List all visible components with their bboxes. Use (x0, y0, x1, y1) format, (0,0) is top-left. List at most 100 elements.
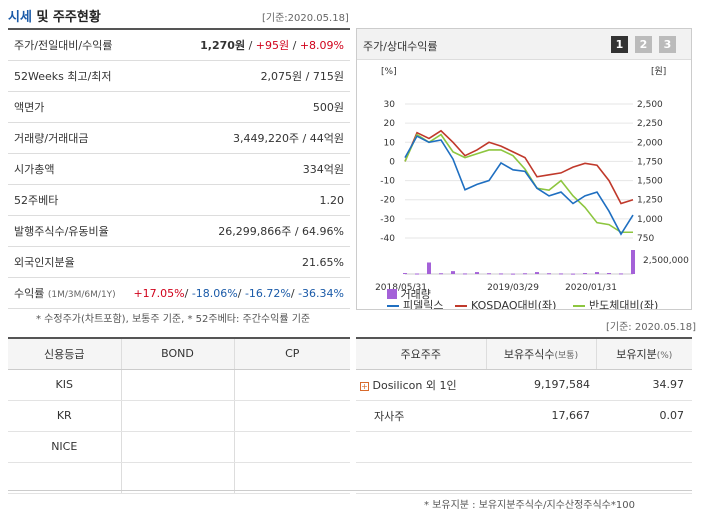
table-row: KIS (8, 369, 350, 401)
right-tick-label: 1,250 (637, 196, 663, 206)
volume-bar (427, 262, 431, 274)
bond-cell (120, 462, 234, 494)
row-label: 52Weeks 최고/최저 (14, 70, 112, 83)
volume-bar (583, 273, 587, 275)
table-row (8, 462, 350, 494)
table-row: NICE (8, 431, 350, 463)
volume-bar (535, 272, 539, 274)
shares-row: 발행주식수/유동비율 26,299,866주 / 64.96% (8, 216, 350, 247)
right-tick-label: 2,250 (637, 119, 663, 129)
volume-bar (487, 273, 491, 275)
table-row: 자사주 17,667 0.07 (356, 400, 692, 432)
reference-date: [기준:2020.05.18] (262, 13, 349, 24)
right-tick-label: 1,750 (637, 157, 663, 167)
col-pct: 보유지분(%) (595, 339, 692, 370)
x-tick-label: 2019/03/29 (487, 283, 539, 293)
legend-semi[interactable]: 반도체대비(좌) (589, 299, 658, 309)
right-tick-label: 1,500 (637, 177, 663, 187)
row-value: 21.65% (302, 255, 344, 269)
empty-cell (356, 431, 486, 463)
volume-bar (631, 250, 635, 274)
return-6m: -16.72% (244, 286, 291, 300)
holder-pct: 34.97 (596, 369, 692, 401)
credit-rating-table: 신용등급 BOND CP KIS KR NICE (8, 337, 350, 494)
volume-bar (403, 273, 407, 275)
legend-volume[interactable]: 거래량 (387, 286, 431, 302)
right-tick-label: 750 (637, 234, 654, 244)
period-button-1[interactable]: 1 (611, 36, 628, 53)
legend-volume-label: 거래량 (400, 288, 431, 301)
table-row: + Dosilicon 외 1인 9,197,584 34.97 (356, 369, 692, 401)
legend-kosdaq[interactable]: KOSDAQ대비(좌) (471, 299, 556, 309)
sep: / (245, 39, 256, 52)
left-tick-label: 10 (384, 138, 396, 148)
agency-name: NICE (8, 431, 121, 463)
col-bond: BOND (120, 339, 234, 370)
empty-cell (8, 462, 121, 494)
agency-name: KIS (8, 369, 121, 401)
col-shares-label: 보유주식수 (503, 347, 555, 361)
col-shares: 보유주식수(보통) (485, 339, 596, 370)
row-label: 수익률 (1M/3M/6M/1Y) (14, 285, 116, 301)
row-label: 시가총액 (14, 163, 55, 176)
holder-name[interactable]: Dosilicon 외 1인 (372, 378, 457, 392)
volume-bar (511, 273, 515, 275)
row-value: 3,449,220주 / 44억원 (232, 132, 344, 145)
chart-title: 주가/상대수익률 (363, 40, 438, 53)
sep: / (289, 39, 300, 52)
left-tick-label: -30 (380, 215, 395, 225)
market-cap-row: 시가총액 334억원 (8, 154, 350, 185)
volume-bar (439, 273, 443, 275)
holder-pct: 0.07 (596, 400, 692, 432)
left-tick-label: 20 (384, 119, 396, 129)
left-tick-label: 0 (389, 157, 395, 167)
volume-axis-tick: 2,500,000 (643, 256, 689, 266)
stock-line (404, 135, 634, 236)
empty-cell (486, 431, 596, 463)
chart-header: 주가/상대수익률 1 2 3 (357, 29, 691, 60)
volume-bar (451, 271, 455, 274)
row-value: 334억원 (302, 163, 344, 176)
row-value: 500원 (312, 101, 344, 114)
cp-cell (233, 400, 350, 432)
row-label: 주가/전일대비/수익률 (14, 39, 113, 52)
holder-shares: 9,197,584 (486, 369, 596, 401)
divider (8, 490, 692, 491)
kosdaq-line (404, 129, 634, 205)
row-label: 외국인지분율 (14, 256, 75, 269)
volume-bar (415, 273, 419, 275)
foreign-row: 외국인지분율 21.65% (8, 247, 350, 278)
row-value: 1.20 (319, 193, 345, 207)
volume-bar (559, 273, 563, 275)
left-axis-unit: [%] (381, 67, 397, 77)
right-axis-unit: [원] (651, 66, 666, 77)
returns-row: 수익률 (1M/3M/6M/1Y) +17.05%/ -18.06%/ -16.… (8, 278, 350, 309)
volume-bar (499, 273, 503, 275)
title-main: 시세 (8, 10, 32, 25)
row-value: 26,299,866주 / 64.96% (218, 225, 344, 238)
return-value: +8.09% (299, 39, 344, 52)
x-tick-label: 2018/05/31 (375, 283, 427, 293)
expand-icon[interactable]: + (360, 381, 369, 391)
par-value-row: 액면가 500원 (8, 92, 350, 123)
volume-bar (619, 273, 623, 275)
empty-cell (596, 462, 692, 494)
cp-cell (233, 462, 350, 494)
row-value: 2,075원 / 715원 (260, 70, 344, 83)
right-tick-label: 2,000 (637, 138, 663, 148)
legend-stock[interactable]: 피델릭스 (403, 299, 443, 309)
period-button-3[interactable]: 3 (659, 36, 676, 53)
section-title: 시세 및 주주현황 (8, 6, 101, 25)
volume-bar (475, 272, 479, 274)
col-major-holder: 주요주주 (356, 339, 486, 370)
returns-period: (1M/3M/6M/1Y) (47, 290, 116, 300)
holder-name-cell[interactable]: + Dosilicon 외 1인 (356, 369, 486, 401)
bond-cell (120, 431, 234, 463)
left-tick-label: -20 (380, 196, 395, 206)
change-value: +95원 (255, 39, 290, 52)
holders-date: [기준: 2020.05.18] (606, 322, 697, 333)
right-tick-label: 2,500 (637, 100, 663, 110)
col-shares-sub: (보통) (554, 350, 579, 361)
period-button-2[interactable]: 2 (635, 36, 652, 53)
semi-line (404, 133, 633, 234)
